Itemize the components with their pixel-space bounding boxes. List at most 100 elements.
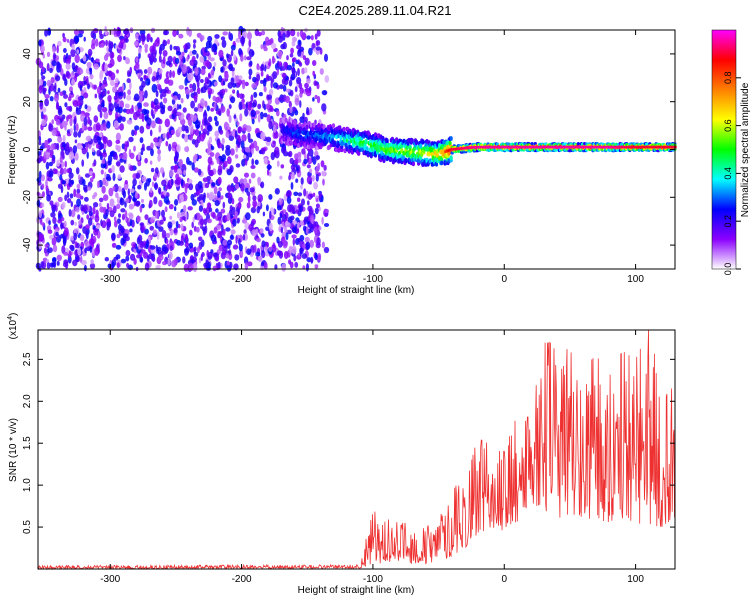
- heatmap-cell: [61, 141, 66, 148]
- heatmap-cell: [77, 145, 83, 150]
- heatmap-cell: [172, 29, 177, 37]
- heatmap-cell: [309, 239, 315, 248]
- heatmap-cell: [321, 216, 324, 225]
- heatmap-cell: [59, 167, 64, 176]
- heatmap-cell: [144, 228, 150, 235]
- heatmap-cell: [60, 233, 64, 239]
- heatmap-cell: [254, 110, 260, 115]
- heatmap-cell: [72, 100, 79, 107]
- heatmap-cell: [182, 107, 187, 113]
- heatmap-cell: [81, 159, 85, 167]
- heatmap-cell: [140, 147, 145, 152]
- heatmap-cell: [200, 239, 205, 247]
- heatmap-cell: [207, 124, 213, 132]
- heatmap-cell: [284, 220, 289, 227]
- heatmap-cell: [193, 246, 197, 252]
- heatmap-cell: [338, 125, 342, 131]
- heatmap-cell: [118, 86, 123, 93]
- heatmap-cell: [262, 211, 266, 217]
- heatmap-cell: [312, 175, 315, 182]
- heatmap-cell: [255, 251, 261, 257]
- heatmap-cell: [70, 90, 73, 95]
- heatmap-cell: [178, 104, 182, 110]
- heatmap-cell: [117, 54, 122, 63]
- heatmap-cell: [226, 108, 230, 117]
- heatmap-cell: [81, 147, 87, 155]
- heatmap-cell: [70, 201, 74, 208]
- heatmap-cell: [207, 156, 213, 165]
- heatmap-cell: [309, 180, 312, 185]
- heatmap-cell: [38, 141, 42, 146]
- heatmap-cell: [222, 228, 226, 236]
- heatmap-cell: [186, 156, 190, 165]
- heatmap-cell: [61, 180, 66, 185]
- heatmap-cell: [251, 50, 255, 56]
- heatmap-cell: [82, 55, 87, 62]
- heatmap-cell: [203, 218, 208, 226]
- heatmap-cell: [98, 202, 102, 208]
- heatmap-cell: [188, 183, 194, 191]
- heatmap-cell: [51, 60, 57, 67]
- heatmap-cell: [184, 77, 188, 86]
- heatmap-cell: [195, 120, 201, 129]
- heatmap-cell: [112, 86, 118, 93]
- heatmap-cell: [49, 96, 54, 102]
- heatmap-cell: [217, 167, 223, 176]
- heatmap-cell: [331, 123, 336, 129]
- heatmap-cell: [365, 146, 369, 152]
- heatmap-cell: [41, 191, 46, 198]
- heatmap-cell: [101, 143, 105, 150]
- heatmap-cell: [309, 168, 313, 174]
- heatmap-cell: [177, 93, 181, 101]
- heatmap-cell: [128, 203, 134, 210]
- heatmap-cell: [62, 36, 67, 43]
- heatmap-cell: [48, 161, 54, 167]
- heatmap-cell: [88, 217, 93, 226]
- heatmap-cell: [74, 139, 78, 144]
- heatmap-cell: [174, 57, 180, 64]
- heatmap-cell: [68, 172, 74, 179]
- heatmap-cell: [275, 123, 279, 128]
- heatmap-cell: [411, 161, 415, 167]
- heatmap-cell: [54, 94, 59, 102]
- heatmap-cell: [288, 100, 292, 109]
- heatmap-cell: [74, 72, 78, 79]
- heatmap-cell: [314, 33, 318, 40]
- heatmap-cell: [274, 188, 280, 195]
- heatmap-cell: [101, 159, 106, 165]
- heatmap-cell: [277, 205, 282, 211]
- heatmap-cell: [246, 202, 251, 209]
- heatmap-cell: [228, 31, 231, 40]
- heatmap-cell: [123, 56, 126, 61]
- heatmap-cell: [276, 250, 282, 256]
- heatmap-cell: [250, 109, 256, 117]
- heatmap-cell: [210, 211, 216, 218]
- heatmap-cell: [200, 79, 204, 83]
- heatmap-cell: [70, 219, 75, 226]
- heatmap-cell: [115, 132, 121, 141]
- heatmap-cell: [248, 223, 254, 232]
- heatmap-cell: [151, 76, 156, 82]
- heatmap-cell: [324, 53, 328, 62]
- heatmap-cell: [205, 40, 211, 49]
- heatmap-cell: [323, 246, 330, 254]
- heatmap-cell: [146, 255, 150, 262]
- heatmap-cell: [250, 172, 256, 179]
- heatmap-cell: [220, 208, 226, 214]
- heatmap-cell: [61, 161, 65, 168]
- heatmap-cell: [92, 206, 96, 215]
- heatmap-cell: [193, 225, 197, 232]
- heatmap-cell: [77, 214, 81, 220]
- heatmap-cell: [317, 172, 321, 177]
- heatmap-cell: [99, 110, 103, 119]
- heatmap-cell: [178, 85, 184, 90]
- heatmap-cell: [316, 40, 321, 46]
- heatmap-cell: [243, 229, 247, 235]
- heatmap-cell: [263, 112, 268, 118]
- heatmap-cell: [52, 244, 58, 253]
- heatmap-cell: [225, 227, 231, 232]
- heatmap-cell: [89, 177, 94, 183]
- heatmap-cell: [286, 64, 293, 71]
- heatmap-cell: [113, 95, 118, 100]
